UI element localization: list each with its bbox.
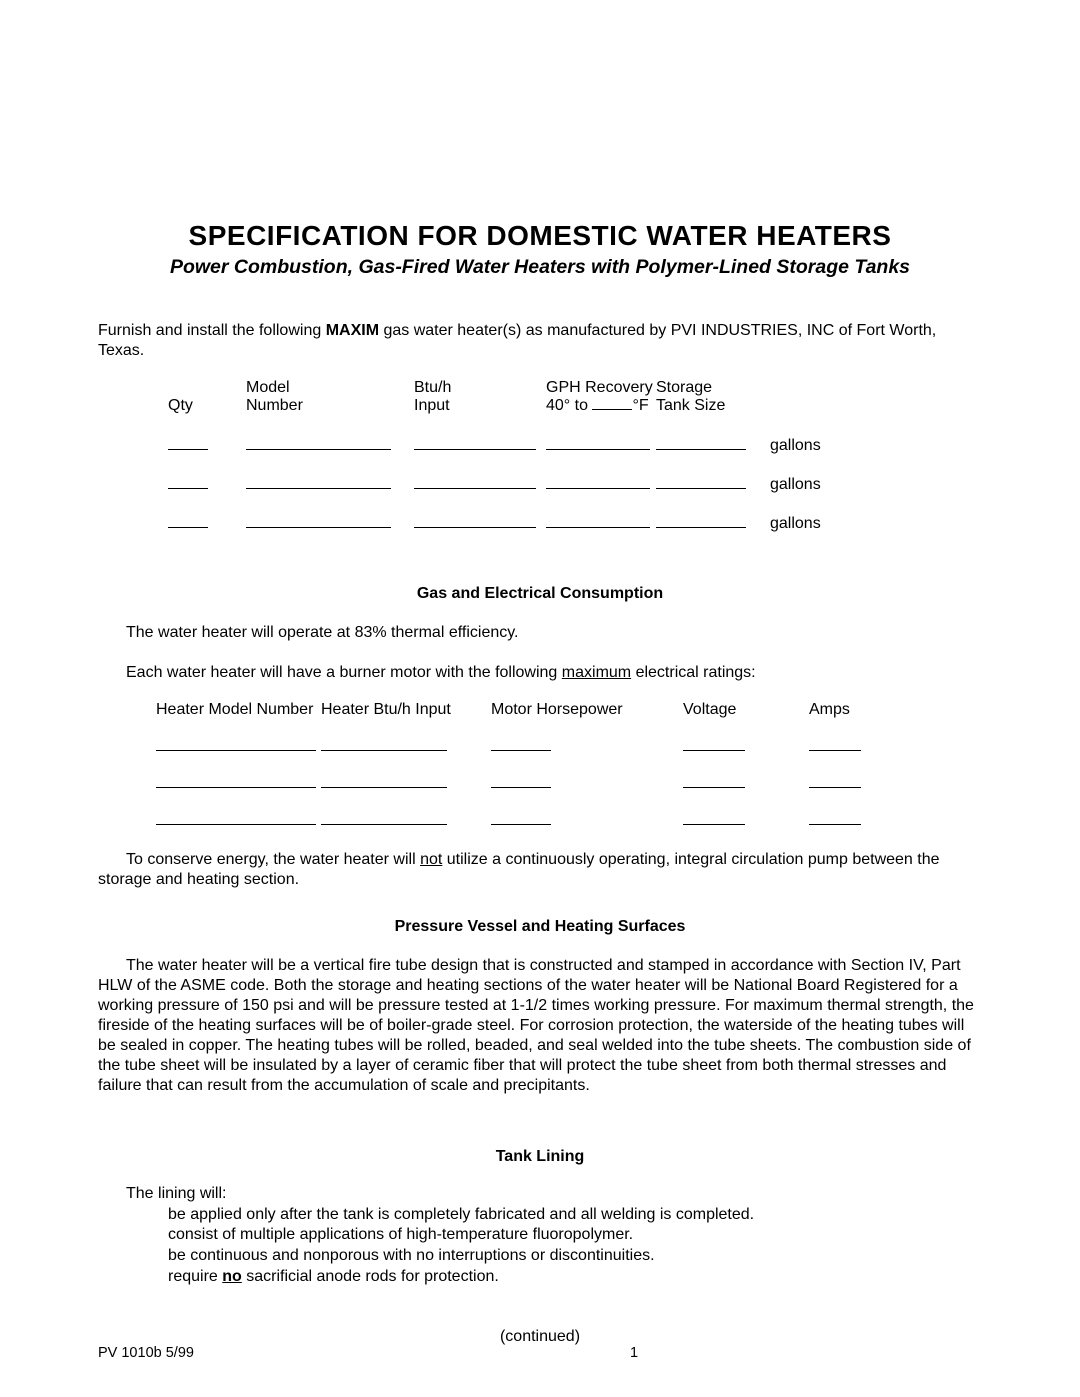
spec-row: gallons <box>168 514 982 533</box>
blank-field <box>656 475 746 489</box>
blank-field <box>683 737 745 751</box>
ecol-header-hp: Motor Horsepower <box>491 701 683 719</box>
blank-field <box>246 475 391 489</box>
brand-name: MAXIM <box>326 322 379 339</box>
blank-field <box>246 436 391 450</box>
col-header-btu-l2: Input <box>414 397 450 414</box>
blank-field <box>683 774 745 788</box>
spec-table: Qty Model Number Btu/h Input GPH Recover… <box>168 379 982 533</box>
electrical-row <box>156 811 982 830</box>
blank-field <box>491 774 551 788</box>
electrical-table-header: Heater Model Number Heater Btu/h Input M… <box>156 701 982 719</box>
col-header-qty: Qty <box>168 397 246 415</box>
spec-row: gallons <box>168 475 982 494</box>
col-header-model-l1: Model <box>246 379 290 396</box>
gallons-label: gallons <box>764 515 832 533</box>
continued-marker: (continued) <box>98 1328 982 1346</box>
underline-maximum: maximum <box>562 664 631 681</box>
lining-block: The lining will: be applied only after t… <box>98 1184 982 1288</box>
col-header-gph-l1: GPH Recovery <box>546 379 653 396</box>
lining-item: be continuous and nonporous with no inte… <box>168 1246 982 1267</box>
section-heading-gas-electrical: Gas and Electrical Consumption <box>98 585 982 603</box>
text-span: require <box>168 1268 222 1285</box>
spec-row: gallons <box>168 436 982 455</box>
spec-table-header: Qty Model Number Btu/h Input GPH Recover… <box>168 379 982 416</box>
col-header-model-l2: Number <box>246 397 303 414</box>
blank-field <box>321 811 447 825</box>
col-header-storage: Storage Tank Size <box>656 379 764 416</box>
section-heading-tank-lining: Tank Lining <box>98 1148 982 1166</box>
thermal-efficiency-text: The water heater will operate at 83% the… <box>126 623 982 643</box>
document-page: SPECIFICATION FOR DOMESTIC WATER HEATERS… <box>0 0 1080 1397</box>
text-span: Each water heater will have a burner mot… <box>126 664 562 681</box>
blank-field <box>683 811 745 825</box>
col-header-gph-pre: 40° to <box>546 397 592 414</box>
lining-item: be applied only after the tank is comple… <box>168 1205 982 1226</box>
footer-doc-id: PV 1010b 5/99 <box>98 1345 450 1361</box>
page-footer: PV 1010b 5/99 1 <box>98 1345 982 1361</box>
col-header-model: Model Number <box>246 379 414 416</box>
footer-page-number: 1 <box>450 1345 982 1361</box>
blank-field <box>546 514 650 528</box>
blank-field <box>414 475 536 489</box>
blank-field <box>321 737 447 751</box>
blank-field <box>414 514 536 528</box>
page-title: SPECIFICATION FOR DOMESTIC WATER HEATERS <box>98 220 982 252</box>
electrical-table: Heater Model Number Heater Btu/h Input M… <box>156 701 982 830</box>
blank-field <box>809 811 861 825</box>
page-subtitle: Power Combustion, Gas-Fired Water Heater… <box>98 256 982 279</box>
col-header-storage-l1: Storage <box>656 379 712 396</box>
lining-lead: The lining will: <box>126 1184 982 1205</box>
blank-field <box>321 774 447 788</box>
blank-field <box>656 514 746 528</box>
gallons-label: gallons <box>764 476 832 494</box>
lining-item: require no sacrificial anode rods for pr… <box>168 1267 982 1288</box>
ecol-header-model: Heater Model Number <box>156 701 321 719</box>
electrical-row <box>156 774 982 793</box>
blank-field <box>546 475 650 489</box>
blank-field <box>168 514 208 528</box>
ecol-header-amps: Amps <box>809 701 879 719</box>
text-span: electrical ratings: <box>631 664 756 681</box>
col-header-storage-l2: Tank Size <box>656 397 725 414</box>
ecol-header-btu: Heater Btu/h Input <box>321 701 491 719</box>
blank-field <box>156 737 316 751</box>
col-header-gph-suf: °F <box>632 397 648 414</box>
blank-field <box>414 436 536 450</box>
col-header-btu: Btu/h Input <box>414 379 546 416</box>
text-span: To conserve energy, the water heater wil… <box>126 851 420 868</box>
col-header-gph: GPH Recovery 40° to °F <box>546 379 656 416</box>
text-span: sacrificial anode rods for protection. <box>242 1268 499 1285</box>
blank-field <box>168 436 208 450</box>
conserve-energy-text: To conserve energy, the water heater wil… <box>98 850 982 890</box>
gallons-label: gallons <box>764 437 832 455</box>
gph-blank <box>592 398 632 410</box>
underline-not: not <box>420 851 442 868</box>
section-heading-pressure-vessel: Pressure Vessel and Heating Surfaces <box>98 918 982 936</box>
blank-field <box>156 811 316 825</box>
blank-field <box>809 774 861 788</box>
blank-field <box>491 811 551 825</box>
lining-item: consist of multiple applications of high… <box>168 1225 982 1246</box>
blank-field <box>246 514 391 528</box>
blank-field <box>156 774 316 788</box>
intro-paragraph: Furnish and install the following MAXIM … <box>98 321 982 361</box>
electrical-row <box>156 737 982 756</box>
col-header-btu-l1: Btu/h <box>414 379 451 396</box>
burner-motor-text: Each water heater will have a burner mot… <box>126 663 982 683</box>
blank-field <box>168 475 208 489</box>
bold-underline-no: no <box>222 1268 242 1285</box>
blank-field <box>656 436 746 450</box>
pressure-vessel-text: The water heater will be a vertical fire… <box>98 956 982 1096</box>
blank-field <box>546 436 650 450</box>
intro-text-pre: Furnish and install the following <box>98 322 326 339</box>
blank-field <box>491 737 551 751</box>
blank-field <box>809 737 861 751</box>
ecol-header-volt: Voltage <box>683 701 809 719</box>
